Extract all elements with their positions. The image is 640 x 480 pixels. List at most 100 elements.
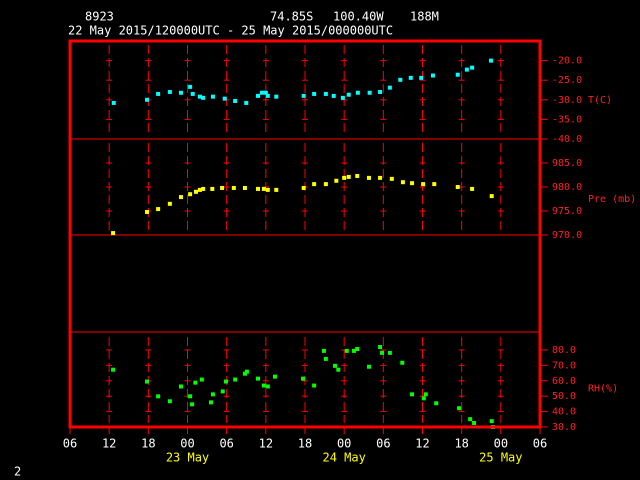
data-point xyxy=(351,348,356,353)
y-tick-label: 70.0 xyxy=(552,360,576,371)
data-point xyxy=(366,364,371,369)
data-point xyxy=(312,91,317,96)
data-point xyxy=(272,374,277,379)
data-point xyxy=(220,389,225,394)
data-point xyxy=(197,94,202,99)
data-point xyxy=(464,67,469,72)
data-point xyxy=(312,182,317,187)
longitude: 100.40W xyxy=(333,10,384,24)
data-point xyxy=(387,350,392,355)
x-tick-label: 00 xyxy=(180,437,194,451)
x-tick-label: 06 xyxy=(533,437,547,451)
data-point xyxy=(111,231,116,236)
data-point xyxy=(193,380,198,385)
data-point xyxy=(145,97,150,102)
data-point xyxy=(301,376,306,381)
data-point xyxy=(346,174,351,179)
data-point xyxy=(233,98,238,103)
data-point xyxy=(256,186,260,191)
x-day-label: 24 May xyxy=(322,451,365,465)
data-point xyxy=(423,392,428,397)
y-tick-label: 980.0 xyxy=(552,182,582,193)
data-point xyxy=(190,91,195,96)
x-tick-label: 06 xyxy=(63,437,77,451)
data-point xyxy=(342,175,347,180)
latitude: 74.85S xyxy=(270,10,313,24)
data-point xyxy=(400,360,405,365)
x-tick-label: 18 xyxy=(454,437,468,451)
x-tick-label: 00 xyxy=(494,437,508,451)
data-point xyxy=(197,187,202,192)
data-point xyxy=(111,100,116,105)
data-point xyxy=(156,394,161,399)
x-tick-label: 06 xyxy=(219,437,233,451)
page-number: 2 xyxy=(14,465,21,479)
data-point xyxy=(265,93,270,98)
y-tick-label: -20.0 xyxy=(552,56,582,67)
data-point xyxy=(419,75,424,80)
data-point xyxy=(344,348,349,353)
x-day-label: 23 May xyxy=(166,451,209,465)
data-point xyxy=(220,185,225,190)
data-point xyxy=(263,90,268,95)
data-point xyxy=(387,85,392,90)
data-point xyxy=(455,185,460,189)
data-point xyxy=(145,379,150,384)
data-point xyxy=(434,401,439,406)
data-point xyxy=(210,392,215,397)
data-point xyxy=(355,347,360,352)
data-point xyxy=(242,185,247,190)
y-tick-label: -30.0 xyxy=(552,95,582,106)
data-point xyxy=(355,173,360,178)
y-tick-label: 970.0 xyxy=(552,230,582,241)
data-point xyxy=(468,417,473,422)
data-point xyxy=(323,356,328,361)
data-point xyxy=(210,186,215,191)
y-tick-label: 50.0 xyxy=(552,391,576,402)
data-point xyxy=(188,84,193,89)
data-point xyxy=(256,376,260,381)
y-tick-label: 80.0 xyxy=(552,345,576,356)
data-point xyxy=(321,348,326,353)
data-point xyxy=(111,367,116,372)
data-point xyxy=(167,201,172,206)
data-point xyxy=(421,396,426,401)
data-point xyxy=(274,187,279,192)
data-point xyxy=(167,399,172,404)
x-tick-label: 12 xyxy=(102,437,116,451)
plot-area: -20.0 -25.0 -30.0 -35.0 -40.0 T(C) 985.0 980.0 9… xyxy=(63,45,636,465)
data-point xyxy=(244,100,249,105)
data-point xyxy=(334,178,339,183)
data-point xyxy=(199,377,204,382)
data-point xyxy=(242,371,247,376)
y-tick-label: 985.0 xyxy=(552,158,582,169)
data-point xyxy=(188,394,193,399)
data-point xyxy=(233,377,238,382)
data-point xyxy=(340,95,345,100)
data-point xyxy=(274,94,279,99)
data-point xyxy=(156,207,161,212)
data-point xyxy=(265,384,270,389)
data-point xyxy=(346,92,351,97)
data-point xyxy=(178,90,183,95)
data-point xyxy=(489,419,494,424)
data-point xyxy=(380,350,385,355)
data-point xyxy=(178,195,183,200)
data-point xyxy=(408,75,413,80)
data-point xyxy=(333,363,338,368)
data-point xyxy=(301,93,306,98)
data-point xyxy=(265,187,270,192)
x-tick-label: 06 xyxy=(376,437,390,451)
data-point xyxy=(201,186,206,191)
data-point xyxy=(188,192,193,197)
data-point xyxy=(256,93,260,98)
y-tick-label: 40.0 xyxy=(552,407,576,418)
data-point xyxy=(323,91,328,96)
data-point xyxy=(259,90,264,95)
y-tick-label: -40.0 xyxy=(552,134,582,145)
y-axis-label: T(C) xyxy=(588,95,612,106)
data-point xyxy=(378,345,383,350)
x-tick-label: 12 xyxy=(415,437,429,451)
data-point xyxy=(378,175,383,180)
